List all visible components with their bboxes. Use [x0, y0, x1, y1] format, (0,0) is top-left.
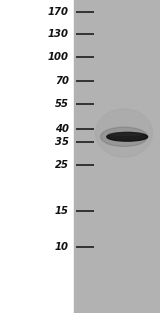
- Ellipse shape: [108, 133, 143, 136]
- Text: 170: 170: [48, 7, 69, 17]
- Text: 15: 15: [55, 206, 69, 216]
- Ellipse shape: [95, 109, 153, 157]
- Text: 35: 35: [55, 137, 69, 147]
- Bar: [74, 0, 160, 313]
- Text: 100: 100: [48, 52, 69, 62]
- Text: 55: 55: [55, 99, 69, 109]
- Text: 130: 130: [48, 29, 69, 39]
- Text: 40: 40: [55, 124, 69, 134]
- Text: 10: 10: [55, 242, 69, 252]
- Text: 70: 70: [55, 76, 69, 86]
- Ellipse shape: [100, 127, 148, 146]
- Text: 25: 25: [55, 160, 69, 170]
- Ellipse shape: [107, 132, 148, 141]
- Bar: [0, 0, 74, 313]
